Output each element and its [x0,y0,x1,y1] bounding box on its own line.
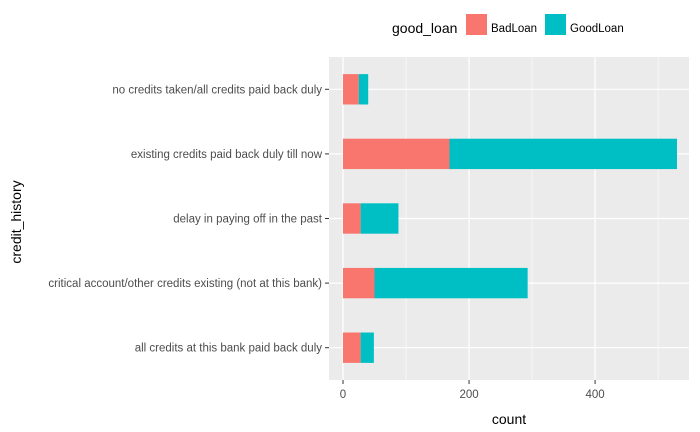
x-tick-label: 0 [340,389,346,401]
y-axis-title: credit_history [8,180,24,263]
x-tick-labels: 0 200 400 [340,380,605,401]
bar-goodloan [360,203,399,234]
bars [343,74,677,363]
legend: good_loan BadLoan GoodLoan [392,14,624,36]
bar-goodloan [449,138,677,170]
x-tick-label: 200 [459,389,478,401]
legend-label-goodloan: GoodLoan [570,23,624,35]
bar-badloan [343,74,359,105]
bar-goodloan [358,74,369,105]
bar-goodloan [374,267,528,299]
bar-badloan [343,332,361,363]
x-axis-title: count [492,411,526,427]
y-tick-label: no credits taken/all credits paid back d… [112,84,322,96]
y-tick-label: existing credits paid back duly till now [131,149,323,161]
bar-goodloan [360,332,374,363]
legend-key-badloan [466,14,487,35]
bar-badloan [343,138,450,170]
legend-label-badloan: BadLoan [491,23,537,35]
legend-key-goodloan [545,14,566,35]
y-tick-label: critical account/other credits existing … [48,278,322,290]
legend-title: good_loan [392,20,457,36]
x-tick-label: 400 [585,389,604,401]
bar-badloan [343,267,375,299]
bar-badloan [343,203,361,234]
y-tick-label: all credits at this bank paid back duly [135,343,323,355]
y-tick-label: delay in paying off in the past [173,214,323,226]
y-tick-labels: no credits taken/all credits paid back d… [48,84,329,355]
